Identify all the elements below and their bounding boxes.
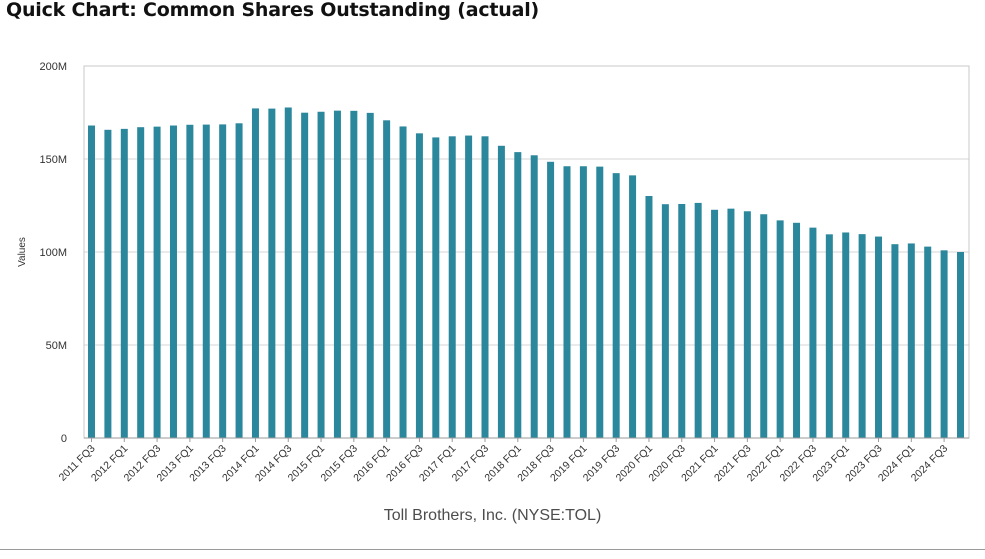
bar (776, 220, 784, 438)
bar (350, 110, 358, 438)
bar (760, 214, 768, 438)
bar (448, 136, 456, 438)
chart-caption: Toll Brothers, Inc. (NYSE:TOL) (383, 507, 602, 524)
bar (530, 155, 538, 438)
y-tick-label: 50M (46, 340, 67, 352)
gridlines (84, 158, 969, 346)
bar (579, 166, 587, 438)
bar (88, 125, 95, 439)
bar (202, 124, 210, 438)
bars (88, 107, 964, 439)
bar (137, 127, 145, 438)
bar (547, 161, 555, 439)
bar (120, 128, 128, 438)
page-title: Quick Chart: Common Shares Outstanding (… (6, 0, 540, 21)
bar (858, 234, 866, 438)
bar (825, 234, 833, 438)
bar (186, 124, 194, 438)
bar (251, 108, 259, 438)
bar (907, 243, 915, 438)
bar (317, 111, 325, 438)
bar (875, 236, 883, 438)
bar (481, 136, 489, 438)
bar (957, 252, 964, 438)
bar (891, 244, 899, 438)
y-tick-label: 100M (39, 247, 67, 259)
bar (678, 204, 686, 438)
bar (793, 222, 801, 438)
bar (219, 124, 227, 439)
bar (268, 108, 276, 438)
bar (743, 211, 751, 438)
bar (596, 166, 604, 438)
bar (235, 123, 243, 438)
bar (465, 135, 473, 438)
bar (415, 133, 423, 438)
bar (924, 246, 932, 438)
bar (432, 137, 440, 439)
bar (563, 166, 571, 438)
bar (333, 110, 341, 438)
bar (940, 250, 948, 438)
bar (104, 129, 112, 439)
bar (366, 112, 374, 439)
bar (842, 232, 850, 438)
y-tick-label: 200M (39, 61, 67, 73)
bar (169, 125, 177, 439)
bottom-divider (0, 549, 985, 550)
bar (301, 112, 309, 438)
bar (612, 173, 620, 438)
bar (727, 208, 735, 438)
y-tick-label: 150M (39, 154, 67, 166)
bar (629, 175, 637, 438)
bar (809, 227, 817, 438)
bar (383, 120, 391, 438)
bar (645, 196, 653, 438)
bar (711, 209, 719, 438)
bar (514, 152, 522, 438)
bar (694, 202, 702, 438)
y-axis-ticks: 0 50M 100M 150M 200M (39, 61, 67, 445)
bar (153, 126, 161, 438)
bar (661, 204, 669, 438)
bar (497, 145, 505, 439)
y-tick-label: 0 (61, 433, 67, 445)
bar (399, 126, 407, 438)
y-axis-label: Values (17, 237, 28, 267)
bar (284, 107, 292, 438)
